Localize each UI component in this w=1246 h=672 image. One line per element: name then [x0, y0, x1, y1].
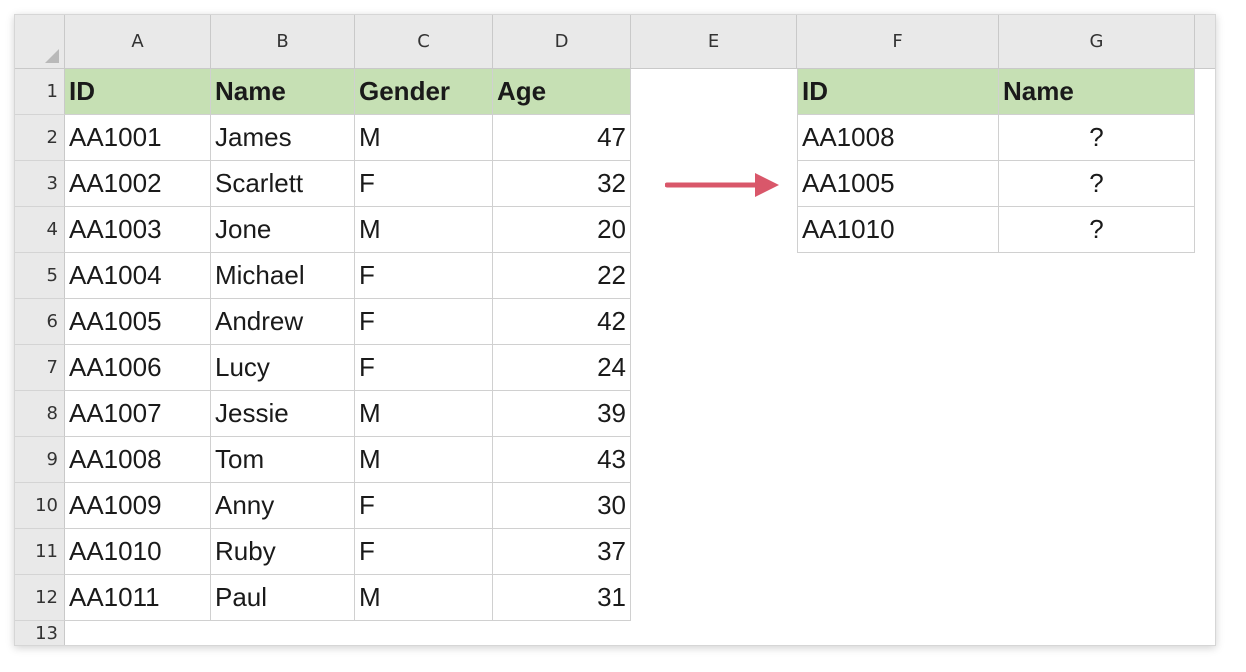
row-header-13[interactable]: 13: [15, 621, 65, 645]
row-header-7[interactable]: 7: [15, 345, 65, 391]
cell-id[interactable]: AA1006: [65, 345, 211, 391]
cell-gender[interactable]: F: [355, 253, 493, 299]
column-header-e[interactable]: E: [631, 15, 797, 69]
cell-name[interactable]: Scarlett: [211, 161, 355, 207]
cell-gender[interactable]: M: [355, 391, 493, 437]
left-header-age[interactable]: Age: [493, 69, 631, 115]
cell-name[interactable]: Lucy: [211, 345, 355, 391]
cell-name[interactable]: Paul: [211, 575, 355, 621]
right-header-name[interactable]: Name: [999, 69, 1195, 115]
cell-age[interactable]: 43: [493, 437, 631, 483]
row-header-11[interactable]: 11: [15, 529, 65, 575]
row-header-8[interactable]: 8: [15, 391, 65, 437]
spreadsheet-window: A B C D E F G 1 2 3 4 5 6 7 8 9 10 11 12…: [14, 14, 1216, 646]
cell-gender[interactable]: F: [355, 483, 493, 529]
cell-age[interactable]: 37: [493, 529, 631, 575]
cell-id[interactable]: AA1011: [65, 575, 211, 621]
row-header-2[interactable]: 2: [15, 115, 65, 161]
cell-gender[interactable]: M: [355, 115, 493, 161]
cell-age[interactable]: 42: [493, 299, 631, 345]
left-header-id[interactable]: ID: [65, 69, 211, 115]
column-header-d[interactable]: D: [493, 15, 631, 69]
column-header-c[interactable]: C: [355, 15, 493, 69]
cell-gender[interactable]: F: [355, 299, 493, 345]
cell-name[interactable]: Ruby: [211, 529, 355, 575]
column-header-g[interactable]: G: [999, 15, 1195, 69]
lookup-name[interactable]: ?: [999, 115, 1195, 161]
cell-id[interactable]: AA1005: [65, 299, 211, 345]
lookup-name[interactable]: ?: [999, 161, 1195, 207]
cell-id[interactable]: AA1001: [65, 115, 211, 161]
lookup-name[interactable]: ?: [999, 207, 1195, 253]
cell-id[interactable]: AA1002: [65, 161, 211, 207]
select-all-triangle-icon: [45, 49, 59, 63]
cell-age[interactable]: 31: [493, 575, 631, 621]
column-header-a[interactable]: A: [65, 15, 211, 69]
cell-age[interactable]: 32: [493, 161, 631, 207]
cell-id[interactable]: AA1008: [65, 437, 211, 483]
cell-age[interactable]: 24: [493, 345, 631, 391]
right-header-id[interactable]: ID: [797, 69, 999, 115]
cell-gender[interactable]: F: [355, 161, 493, 207]
cell-gender[interactable]: M: [355, 207, 493, 253]
row-header-10[interactable]: 10: [15, 483, 65, 529]
row-header-3[interactable]: 3: [15, 161, 65, 207]
cell-name[interactable]: Michael: [211, 253, 355, 299]
column-header-overflow: [1195, 15, 1215, 69]
cell-id[interactable]: AA1009: [65, 483, 211, 529]
column-header-f[interactable]: F: [797, 15, 999, 69]
cell-id[interactable]: AA1010: [65, 529, 211, 575]
right-arrow-icon: [665, 173, 779, 197]
cell-age[interactable]: 22: [493, 253, 631, 299]
cell-age[interactable]: 30: [493, 483, 631, 529]
lookup-id[interactable]: AA1008: [797, 115, 999, 161]
cell-name[interactable]: Tom: [211, 437, 355, 483]
cell-id[interactable]: AA1004: [65, 253, 211, 299]
cell-age[interactable]: 47: [493, 115, 631, 161]
row-header-12[interactable]: 12: [15, 575, 65, 621]
cell-gender[interactable]: M: [355, 575, 493, 621]
row-header-1[interactable]: 1: [15, 69, 65, 115]
lookup-id[interactable]: AA1005: [797, 161, 999, 207]
cell-age[interactable]: 20: [493, 207, 631, 253]
cell-gender[interactable]: M: [355, 437, 493, 483]
row-header-4[interactable]: 4: [15, 207, 65, 253]
left-header-name[interactable]: Name: [211, 69, 355, 115]
cell-name[interactable]: Andrew: [211, 299, 355, 345]
cell-id[interactable]: AA1007: [65, 391, 211, 437]
cell-age[interactable]: 39: [493, 391, 631, 437]
cell-gender[interactable]: F: [355, 345, 493, 391]
cell-name[interactable]: James: [211, 115, 355, 161]
left-header-gender[interactable]: Gender: [355, 69, 493, 115]
cell-id[interactable]: AA1003: [65, 207, 211, 253]
lookup-id[interactable]: AA1010: [797, 207, 999, 253]
cell-name[interactable]: Anny: [211, 483, 355, 529]
column-header-b[interactable]: B: [211, 15, 355, 69]
row-header-5[interactable]: 5: [15, 253, 65, 299]
select-all-corner[interactable]: [15, 15, 65, 69]
cell-name[interactable]: Jessie: [211, 391, 355, 437]
cell-name[interactable]: Jone: [211, 207, 355, 253]
row-header-6[interactable]: 6: [15, 299, 65, 345]
row-header-9[interactable]: 9: [15, 437, 65, 483]
cell-gender[interactable]: F: [355, 529, 493, 575]
